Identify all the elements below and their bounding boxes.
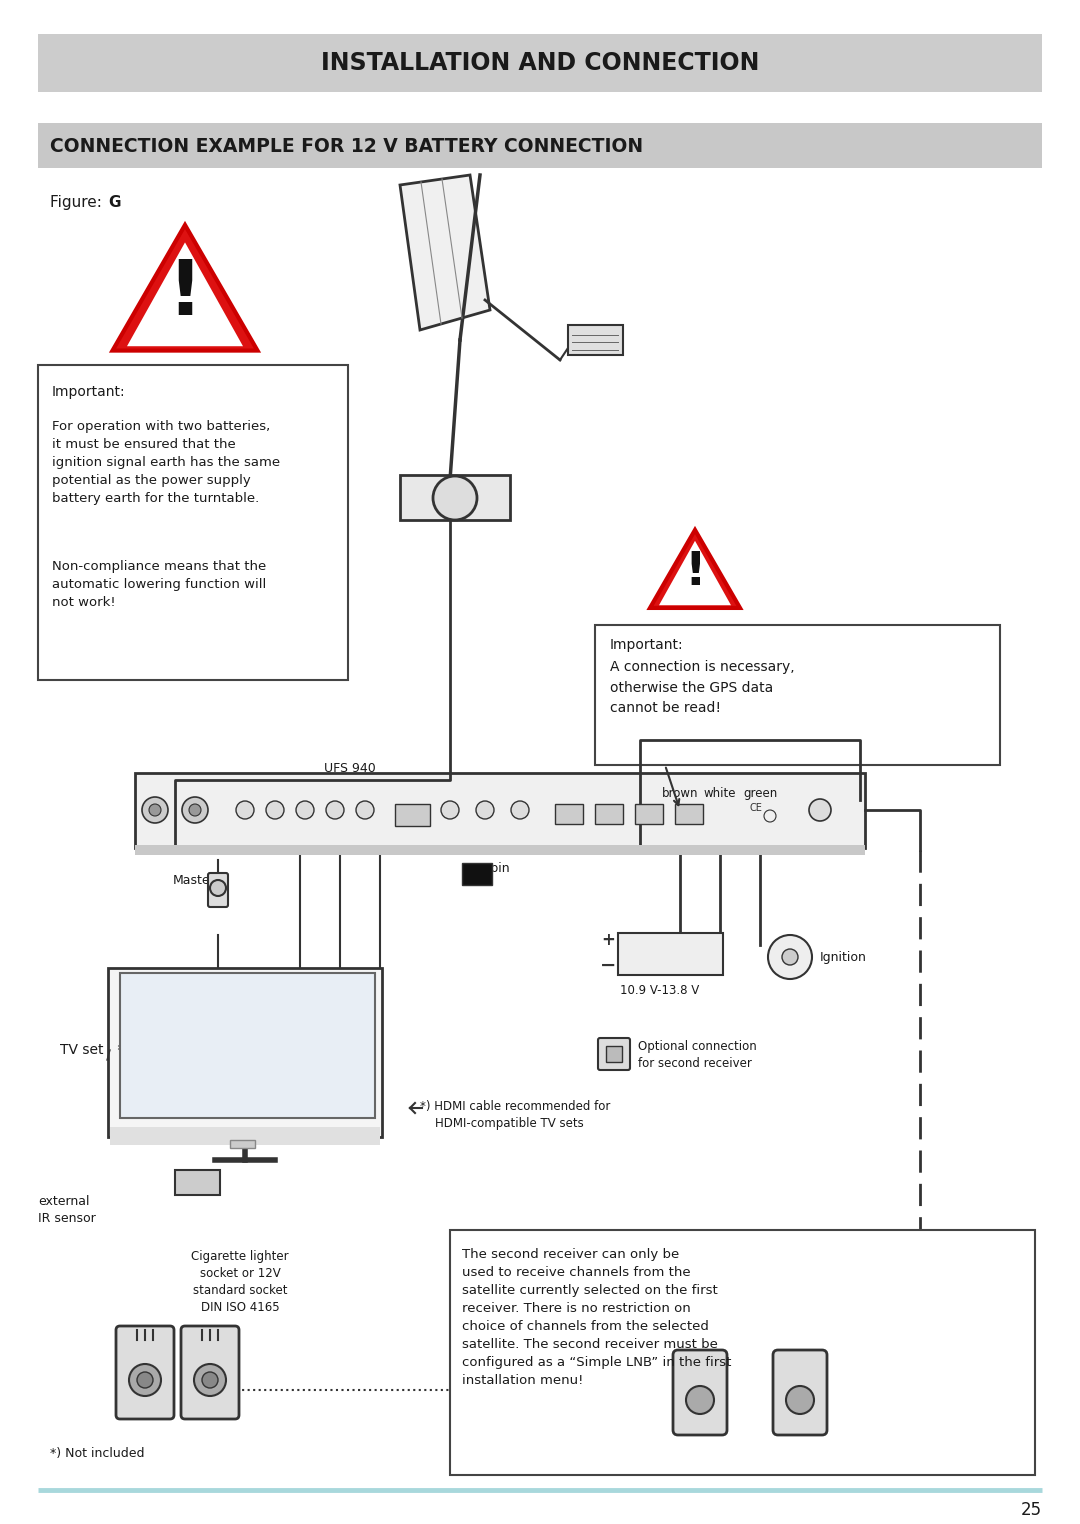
FancyBboxPatch shape: [673, 1350, 727, 1436]
FancyBboxPatch shape: [606, 1045, 622, 1062]
Text: Optional connection
for second receiver: Optional connection for second receiver: [638, 1039, 757, 1070]
FancyBboxPatch shape: [38, 34, 1042, 91]
FancyBboxPatch shape: [230, 1140, 255, 1148]
FancyBboxPatch shape: [595, 625, 1000, 765]
Text: green: green: [743, 786, 778, 800]
Text: *) HDMI cable recommended for
    HDMI-compatible TV sets: *) HDMI cable recommended for HDMI-compa…: [420, 1100, 610, 1129]
Text: *: *: [113, 1042, 124, 1058]
Text: brown: brown: [662, 786, 699, 800]
FancyBboxPatch shape: [773, 1350, 827, 1436]
FancyBboxPatch shape: [568, 325, 623, 355]
Text: Ignition: Ignition: [820, 951, 867, 963]
Text: CONNECTION EXAMPLE FOR 12 V BATTERY CONNECTION: CONNECTION EXAMPLE FOR 12 V BATTERY CONN…: [50, 137, 643, 155]
Text: 6-pin: 6-pin: [478, 861, 510, 875]
Circle shape: [782, 949, 798, 965]
Polygon shape: [659, 541, 731, 605]
Text: white: white: [704, 786, 737, 800]
Text: Battery: Battery: [615, 1338, 661, 1352]
Circle shape: [433, 475, 477, 520]
Text: TV set: TV set: [60, 1042, 104, 1058]
Circle shape: [441, 802, 459, 818]
FancyBboxPatch shape: [181, 1326, 239, 1419]
Circle shape: [476, 802, 494, 818]
Circle shape: [149, 805, 161, 815]
Text: A connection is necessary,
otherwise the GPS data
cannot be read!: A connection is necessary, otherwise the…: [610, 660, 795, 715]
FancyBboxPatch shape: [208, 873, 228, 907]
Circle shape: [210, 879, 226, 896]
Circle shape: [686, 1385, 714, 1414]
Text: Non-compliance means that the
automatic lowering function will
not work!: Non-compliance means that the automatic …: [52, 559, 267, 610]
Polygon shape: [400, 175, 490, 331]
Text: !: !: [685, 550, 706, 596]
Text: Figure:: Figure:: [50, 195, 107, 210]
Text: 25: 25: [1021, 1501, 1042, 1519]
Text: CE: CE: [750, 803, 762, 812]
Circle shape: [141, 797, 168, 823]
FancyBboxPatch shape: [462, 863, 492, 885]
Circle shape: [266, 802, 284, 818]
FancyBboxPatch shape: [135, 844, 865, 855]
FancyBboxPatch shape: [675, 805, 703, 824]
Circle shape: [296, 802, 314, 818]
Polygon shape: [127, 242, 243, 346]
FancyBboxPatch shape: [175, 1170, 220, 1195]
Circle shape: [356, 802, 374, 818]
Text: −: −: [599, 956, 617, 974]
FancyBboxPatch shape: [450, 1230, 1035, 1475]
FancyBboxPatch shape: [116, 1326, 174, 1419]
FancyBboxPatch shape: [135, 773, 865, 847]
Text: +: +: [602, 931, 615, 949]
FancyBboxPatch shape: [120, 972, 375, 1119]
FancyBboxPatch shape: [618, 933, 723, 975]
Circle shape: [194, 1364, 226, 1396]
Polygon shape: [112, 226, 257, 351]
Circle shape: [786, 1385, 814, 1414]
Circle shape: [129, 1364, 161, 1396]
FancyBboxPatch shape: [38, 366, 348, 680]
Text: Cigarette lighter
socket or 12V
standard socket
DIN ISO 4165: Cigarette lighter socket or 12V standard…: [191, 1250, 288, 1314]
FancyBboxPatch shape: [555, 805, 583, 824]
Text: Important:: Important:: [610, 639, 684, 652]
Text: UFS 940: UFS 940: [324, 762, 376, 776]
Text: *) Not included: *) Not included: [50, 1446, 145, 1460]
Circle shape: [183, 797, 208, 823]
FancyBboxPatch shape: [110, 1128, 380, 1145]
FancyBboxPatch shape: [108, 968, 382, 1137]
Text: Master: Master: [172, 873, 215, 887]
Polygon shape: [650, 530, 740, 608]
Text: The second receiver can only be
used to receive channels from the
satellite curr: The second receiver can only be used to …: [462, 1248, 731, 1387]
FancyBboxPatch shape: [598, 1038, 630, 1070]
Text: G: G: [108, 195, 121, 210]
Circle shape: [202, 1372, 218, 1388]
Text: Battery: Battery: [647, 948, 693, 960]
Circle shape: [326, 802, 345, 818]
Circle shape: [137, 1372, 153, 1388]
Text: INSTALLATION AND CONNECTION: INSTALLATION AND CONNECTION: [321, 50, 759, 75]
Circle shape: [511, 802, 529, 818]
Text: Important:: Important:: [52, 386, 125, 399]
Text: !: !: [167, 258, 203, 331]
Text: external
IR sensor: external IR sensor: [38, 1195, 96, 1225]
FancyBboxPatch shape: [595, 805, 623, 824]
FancyBboxPatch shape: [395, 805, 430, 826]
Text: 10.9 V-13.8 V: 10.9 V-13.8 V: [620, 983, 699, 997]
Circle shape: [237, 802, 254, 818]
Circle shape: [768, 936, 812, 978]
Text: For operation with two batteries,
it must be ensured that the
ignition signal ea: For operation with two batteries, it mus…: [52, 421, 280, 504]
FancyBboxPatch shape: [635, 805, 663, 824]
Circle shape: [189, 805, 201, 815]
FancyBboxPatch shape: [38, 123, 1042, 168]
Circle shape: [809, 799, 831, 821]
FancyBboxPatch shape: [400, 475, 510, 520]
